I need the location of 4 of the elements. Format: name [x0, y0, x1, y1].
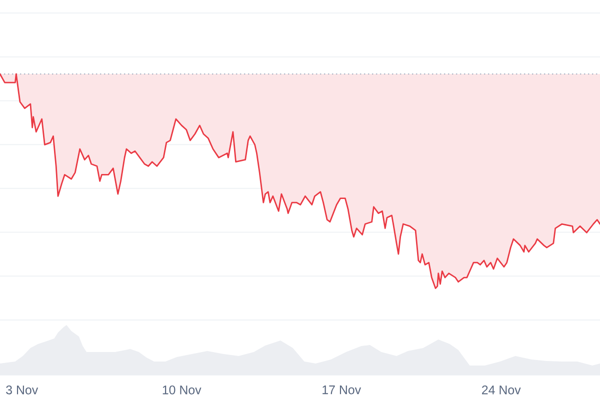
x-tick-label: 3 Nov [6, 386, 38, 394]
x-tick-label: 24 Nov [482, 386, 521, 394]
x-tick-label: 17 Nov [322, 386, 362, 394]
x-tick-label: 10 Nov [162, 386, 202, 394]
